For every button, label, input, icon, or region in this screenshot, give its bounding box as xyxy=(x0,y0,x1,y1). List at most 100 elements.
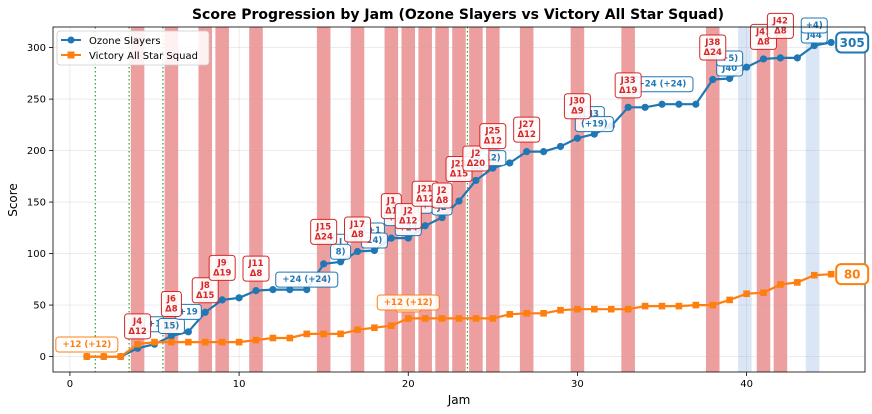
victory-data-point xyxy=(388,322,395,329)
ozone-data-point xyxy=(523,148,531,156)
ozone-annotation-text: J44 xyxy=(806,31,822,41)
ozone-jam-band xyxy=(738,27,752,372)
jam-delta-annotation-box xyxy=(563,93,591,120)
victory-annotation: +12 (+12) xyxy=(376,294,440,311)
ozone-data-point xyxy=(556,142,565,151)
jam-delta-annotation-box xyxy=(462,145,490,172)
ozone-annotation-text: J xyxy=(338,237,342,247)
ozone-annotation-text: 15) xyxy=(164,321,180,331)
jam-delta-annotation-text: Δ8 xyxy=(250,269,263,279)
victory-data-point xyxy=(337,330,344,338)
x-tick-label: 20 xyxy=(402,379,415,390)
ozone-annotation-text: +5) xyxy=(721,54,738,64)
jam-delta-annotation-text: Δ19 xyxy=(619,86,637,96)
ozone-data-point xyxy=(641,103,649,111)
ozone-data-point xyxy=(624,103,632,111)
victory-data-point xyxy=(709,301,717,309)
jam-delta-annotation-box xyxy=(394,203,422,230)
victory-data-point xyxy=(607,305,615,313)
victory-final-score-box xyxy=(835,263,870,286)
jam-delta-annotation-text: Δ15 xyxy=(450,170,468,180)
x-tick-label: 30 xyxy=(571,379,584,390)
lead-change-lines xyxy=(94,27,469,372)
x-tick-label: 0 xyxy=(67,379,73,390)
ozone-data-point xyxy=(218,296,226,304)
jam-delta-annotation-text: Δ8 xyxy=(165,304,178,314)
ozone-annotation-box xyxy=(574,116,614,133)
victory-data-point xyxy=(760,289,767,297)
ozone-annotation: +24 (+24) xyxy=(630,76,694,93)
ozone-data-point xyxy=(269,286,277,294)
ozone-annotation-text: +19 xyxy=(179,307,198,317)
ozone-data-point xyxy=(675,100,683,108)
ozone-data-point xyxy=(759,55,768,63)
jam-delta-annotation-box xyxy=(310,218,338,245)
ozone-data-point xyxy=(726,74,734,83)
jam-delta-annotation-text: J41 xyxy=(755,27,771,37)
jam-delta-annotation-text: Δ9 xyxy=(571,107,584,117)
ozone-annotation: +24 (+24) xyxy=(275,271,339,288)
y-tick-label: 0 xyxy=(40,352,46,363)
victory-jam-band xyxy=(215,27,229,372)
victory-jam-band xyxy=(469,27,483,372)
jam-delta-annotation-text: J2 xyxy=(437,186,447,196)
victory-jam-band xyxy=(198,27,213,372)
ozone-annotation-text: (+19) xyxy=(581,120,608,130)
jam-delta-annotation-box xyxy=(699,34,727,61)
legend-ozone-label: Ozone Slayers xyxy=(89,36,161,47)
x-axis-label: Jam xyxy=(447,393,471,407)
chart-title: Score Progression by Jam (Ozone Slayers … xyxy=(192,7,724,23)
x-tick-label: 10 xyxy=(233,379,246,390)
jam-delta-annotation-box xyxy=(124,313,152,340)
ozone-data-point xyxy=(776,54,785,62)
ozone-data-point xyxy=(455,197,463,205)
ozone-data-point xyxy=(421,222,429,230)
ozone-data-point xyxy=(387,234,395,242)
ozone-data-point xyxy=(742,63,751,71)
victory-jam-band xyxy=(773,27,788,372)
victory-data-point xyxy=(472,315,480,322)
x-tick-label: 40 xyxy=(740,379,753,390)
jam-delta-annotation-box xyxy=(766,12,794,39)
legend-victory-marker xyxy=(67,51,75,59)
victory-annotation-text: +12 (+12) xyxy=(63,340,112,350)
ozone-annotation-box xyxy=(275,271,339,288)
ozone-annotation-box xyxy=(330,243,352,260)
victory-data-point xyxy=(235,338,243,346)
ozone-annotation-text: J40 xyxy=(721,64,737,74)
ozone-jam-band xyxy=(805,27,820,372)
final-score-labels: 305 80 xyxy=(835,31,870,286)
ozone-annotation-text: 14) xyxy=(367,236,383,246)
ozone-data-point xyxy=(692,100,700,108)
jam-delta-annotation-text: Δ24 xyxy=(704,48,722,58)
ozone-data-point xyxy=(810,41,818,50)
victory-jam-band xyxy=(249,27,263,372)
jam-delta-annotation-text: J8 xyxy=(200,281,210,291)
jam-delta-annotation-text: Δ1 xyxy=(385,207,398,217)
victory-data-point xyxy=(303,330,311,338)
jam-delta-annotation-text: J4 xyxy=(132,317,142,327)
victory-jam-band xyxy=(164,27,179,372)
legend-victory-label: Victory All Star Squad xyxy=(89,51,198,62)
y-tick-label: 300 xyxy=(27,43,46,54)
jam-delta-annotation-text: Δ8 xyxy=(351,230,364,240)
ozone-data-point xyxy=(506,159,514,167)
ozone-data-point xyxy=(252,287,260,295)
legend-box xyxy=(56,30,210,66)
y-axis-ticks: 0 50 100 150 200 250 300 xyxy=(27,43,53,363)
jam-delta-annotation-text: Δ19 xyxy=(213,268,231,278)
ozone-data-point xyxy=(167,332,176,340)
jam-delta-annotation-text: J9 xyxy=(217,258,227,268)
jam-delta-annotation-text: J38 xyxy=(704,38,720,48)
jam-delta-annotation-box xyxy=(614,72,642,99)
ozone-final-score-text: 305 xyxy=(840,36,865,50)
jam-delta-annotation-text: Δ12 xyxy=(484,137,502,147)
ozone-data-point xyxy=(793,54,801,62)
